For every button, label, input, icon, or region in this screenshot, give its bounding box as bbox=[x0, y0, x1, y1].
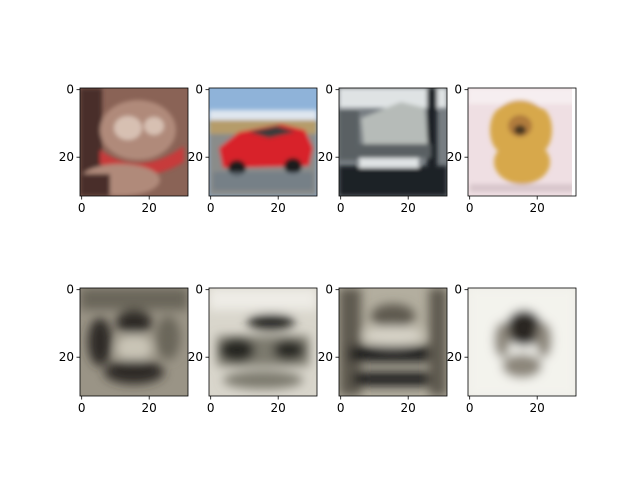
red-car-image bbox=[209, 88, 317, 196]
subplot-reconstructed-car: 0 20 0 20 bbox=[188, 283, 318, 415]
axes-frame bbox=[79, 87, 189, 197]
y-tick-label: 0 bbox=[454, 83, 462, 97]
x-tick-label: 0 bbox=[466, 401, 474, 415]
truck-image bbox=[339, 88, 447, 196]
x-tick-label: 0 bbox=[466, 201, 474, 215]
subplot-original-dog: 0 20 0 20 bbox=[447, 83, 577, 215]
y-tick-label: 20 bbox=[59, 150, 74, 164]
dog-image bbox=[468, 88, 576, 196]
axes-frame bbox=[467, 87, 577, 197]
y-tick-label: 20 bbox=[447, 350, 462, 364]
x-tick-label: 0 bbox=[78, 201, 86, 215]
y-tick-label: 20 bbox=[188, 350, 203, 364]
y-tick-label: 0 bbox=[195, 283, 203, 297]
axes-frame bbox=[208, 87, 318, 197]
x-tick-label: 20 bbox=[530, 401, 545, 415]
axes-frame bbox=[467, 287, 577, 397]
x-tick-label: 20 bbox=[271, 201, 286, 215]
x-tick-label: 20 bbox=[530, 201, 545, 215]
axes-frame bbox=[338, 87, 448, 197]
x-tick-label: 20 bbox=[142, 401, 157, 415]
y-tick-label: 20 bbox=[188, 150, 203, 164]
x-tick-label: 0 bbox=[337, 201, 345, 215]
blurred-reconstruction-image bbox=[339, 288, 447, 396]
y-tick-label: 20 bbox=[59, 350, 74, 364]
blurred-reconstruction-image bbox=[468, 288, 576, 396]
blurred-reconstruction-image bbox=[80, 288, 188, 396]
subplot-original-cat: 0 20 0 20 bbox=[59, 83, 189, 215]
y-tick-label: 0 bbox=[195, 83, 203, 97]
y-tick-label: 20 bbox=[318, 350, 333, 364]
y-tick-label: 20 bbox=[447, 150, 462, 164]
x-tick-label: 0 bbox=[78, 401, 86, 415]
cat-image bbox=[80, 88, 188, 196]
y-tick-label: 0 bbox=[66, 283, 74, 297]
y-tick-label: 0 bbox=[325, 283, 333, 297]
axes-frame bbox=[79, 287, 189, 397]
x-tick-label: 0 bbox=[337, 401, 345, 415]
subplot-reconstructed-cat: 0 20 0 20 bbox=[59, 283, 189, 415]
y-tick-label: 0 bbox=[325, 83, 333, 97]
subplot-reconstructed-truck: 0 20 0 20 bbox=[318, 283, 448, 415]
y-tick-label: 0 bbox=[66, 83, 74, 97]
x-tick-label: 20 bbox=[401, 401, 416, 415]
x-tick-label: 0 bbox=[207, 201, 215, 215]
y-tick-label: 20 bbox=[318, 150, 333, 164]
subplot-original-truck: 0 20 0 20 bbox=[318, 83, 448, 215]
x-tick-label: 0 bbox=[207, 401, 215, 415]
x-tick-label: 20 bbox=[142, 201, 157, 215]
axes-frame bbox=[338, 287, 448, 397]
x-tick-label: 20 bbox=[271, 401, 286, 415]
subplot-original-car: 0 20 0 20 bbox=[188, 83, 318, 215]
x-tick-label: 20 bbox=[401, 201, 416, 215]
axes-frame bbox=[208, 287, 318, 397]
blurred-reconstruction-image bbox=[209, 288, 317, 396]
y-tick-label: 0 bbox=[454, 283, 462, 297]
subplot-reconstructed-dog: 0 20 0 20 bbox=[447, 283, 577, 415]
